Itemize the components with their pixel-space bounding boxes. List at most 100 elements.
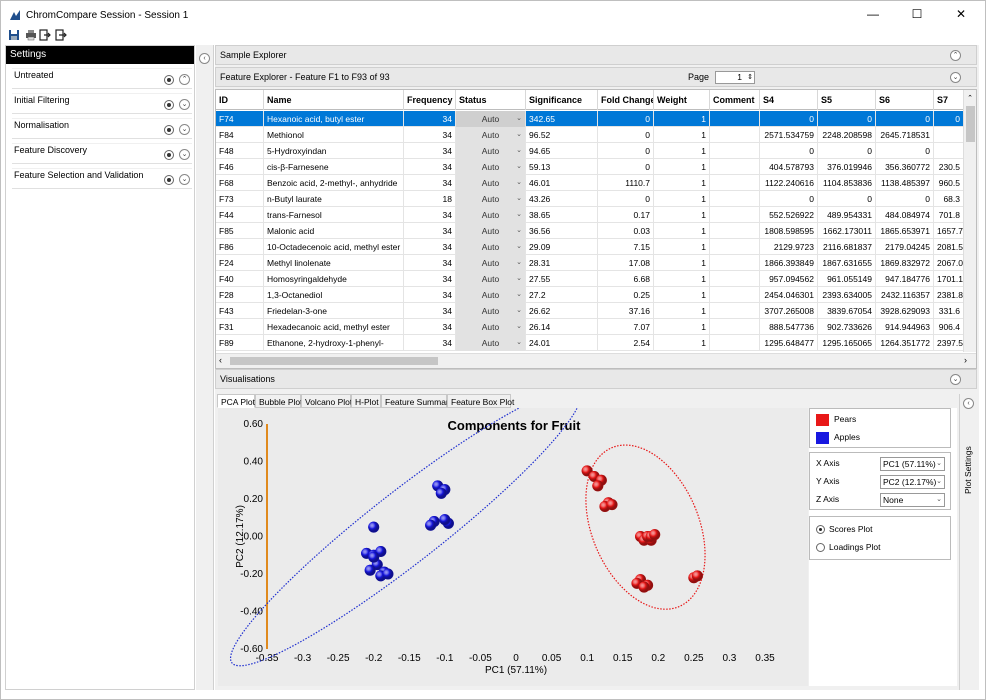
vertical-scrollbar[interactable]: ⌃ <box>963 90 976 352</box>
col-frequency-header[interactable]: Frequency <box>404 90 456 110</box>
setting-radio[interactable] <box>164 100 174 110</box>
status-select[interactable]: Auto ⌄ <box>456 271 526 287</box>
table-row[interactable]: F48 5-Hydroxyindan 34 Auto ⌄ 94.65 0 1 0 0 0 <box>216 143 976 159</box>
chevron-down-icon[interactable]: ⌄ <box>179 149 190 160</box>
save-icon[interactable] <box>8 29 20 41</box>
table-row[interactable]: F84 Methionol 34 Auto ⌄ 96.52 0 1 2571.534759 224… <box>216 127 976 143</box>
status-select[interactable]: Auto ⌄ <box>456 127 526 143</box>
spin-icon[interactable]: ⇕ <box>747 74 753 81</box>
setting-initial-filtering[interactable]: Initial Filtering ⌄ <box>12 93 192 114</box>
scroll-up-icon[interactable]: ⌃ <box>967 95 973 102</box>
tab-volcano-plot[interactable]: Volcano Plot <box>301 394 352 408</box>
table-row[interactable]: F89 Ethanone, 2-hydroxy-1-phenyl- 34 Auto ⌄ 2… <box>216 335 976 351</box>
status-select[interactable]: Auto ⌄ <box>456 159 526 175</box>
x-axis-select[interactable]: PC1 (57.11%) ⌄ <box>880 457 945 471</box>
tab-feature-summary[interactable]: Feature Summary <box>381 394 453 408</box>
chevron-down-icon[interactable]: ⌄ <box>179 124 190 135</box>
col-id-cell: F74 <box>216 111 264 127</box>
col-significance-value: 27.55 <box>529 274 551 284</box>
col-significance-cell: 26.62 <box>526 303 598 319</box>
setting-radio[interactable] <box>164 125 174 135</box>
chevron-down-icon[interactable]: ⌄ <box>950 72 961 83</box>
scroll-thumb[interactable] <box>230 357 438 365</box>
status-select[interactable]: Auto ⌄ <box>456 143 526 159</box>
tab-h-plot[interactable]: H-Plot <box>351 394 381 408</box>
status-select[interactable]: Auto ⌄ <box>456 207 526 223</box>
status-select[interactable]: Auto ⌄ <box>456 111 526 127</box>
col-comment-header[interactable]: Comment <box>710 90 760 110</box>
table-row[interactable]: F85 Malonic acid 34 Auto ⌄ 36.56 0.03 1 1808.598… <box>216 223 976 239</box>
scroll-left-icon[interactable]: ‹ <box>219 355 222 365</box>
col-weight-value: 1 <box>701 210 706 220</box>
print-icon[interactable] <box>25 29 37 41</box>
maximize-button[interactable]: ☐ <box>911 7 923 21</box>
setting-radio[interactable] <box>164 75 174 85</box>
table-row[interactable]: F46 cis-β-Farnesene 34 Auto ⌄ 59.13 0 1 404.5787… <box>216 159 976 175</box>
setting-normalisation[interactable]: Normalisation ⌄ <box>12 118 192 139</box>
status-select[interactable]: Auto ⌄ <box>456 255 526 271</box>
chevron-left-icon[interactable]: ‹ <box>963 398 974 409</box>
chevron-up-icon[interactable]: ⌃ <box>179 74 190 85</box>
loadings-plot-radio[interactable] <box>816 543 825 552</box>
chevron-down-icon[interactable]: ⌄ <box>179 174 190 185</box>
exit-icon[interactable] <box>55 29 67 41</box>
chevron-down-icon[interactable]: ⌄ <box>179 99 190 110</box>
col-s4-value: 552.526922 <box>769 210 814 220</box>
sample-explorer-bar[interactable]: Sample Explorer ⌃ <box>215 45 977 65</box>
setting-feature-selection[interactable]: Feature Selection and Validation ⌄ <box>12 168 192 189</box>
table-row[interactable]: F44 trans-Farnesol 34 Auto ⌄ 38.65 0.17 1 552.52… <box>216 207 976 223</box>
plot-settings-strip[interactable]: ‹ Plot Settings <box>959 394 977 690</box>
col-s6-header[interactable]: S6 <box>876 90 934 110</box>
page-input[interactable]: 1 ⇕ <box>715 71 755 84</box>
status-select[interactable]: Auto ⌄ <box>456 335 526 351</box>
table-row[interactable]: F31 Hexadecanoic acid, methyl ester 34 Auto… <box>216 319 976 335</box>
col-fold-change-header[interactable]: Fold Change <box>598 90 654 110</box>
status-select[interactable]: Auto ⌄ <box>456 319 526 335</box>
horizontal-scrollbar[interactable]: ‹ › <box>216 353 976 368</box>
minimize-button[interactable]: — <box>867 7 879 21</box>
table-row[interactable]: F86 10-Octadecenoic acid, methyl ester 34 A… <box>216 239 976 255</box>
table-row[interactable]: F68 Benzoic acid, 2-methyl-, anhydride 34 A… <box>216 175 976 191</box>
status-select[interactable]: Auto ⌄ <box>456 287 526 303</box>
col-s4-header[interactable]: S4 <box>760 90 818 110</box>
col-s5-header[interactable]: S5 <box>818 90 876 110</box>
scroll-right-icon[interactable]: › <box>964 355 967 365</box>
setting-radio[interactable] <box>164 150 174 160</box>
scroll-thumb[interactable] <box>966 106 975 142</box>
table-row[interactable]: F40 Homosyringaldehyde 34 Auto ⌄ 27.55 6.68 1 95… <box>216 271 976 287</box>
table-row[interactable]: F73 n-Butyl laurate 18 Auto ⌄ 43.26 0 1 0 0 0 68.3 <box>216 191 976 207</box>
feature-explorer-bar[interactable]: Feature Explorer - Feature F1 to F93 of … <box>215 67 977 87</box>
status-select[interactable]: Auto ⌄ <box>456 303 526 319</box>
table-row[interactable]: F74 Hexanoic acid, butyl ester 34 Auto ⌄ 342.… <box>216 111 976 127</box>
col-s7-header[interactable]: S7 <box>934 90 964 110</box>
col-s6-cell: 1138.485397 <box>876 175 934 191</box>
confidence-ellipse-pears <box>585 444 706 610</box>
tab-pca-plot[interactable]: PCA Plot <box>217 394 255 408</box>
visualisations-bar[interactable]: Visualisations ⌄ <box>215 369 977 389</box>
close-button[interactable]: ✕ <box>955 7 967 21</box>
status-select[interactable]: Auto ⌄ <box>456 191 526 207</box>
chevron-up-icon[interactable]: ⌃ <box>950 50 961 61</box>
col-weight-header[interactable]: Weight <box>654 90 710 110</box>
col-status-header[interactable]: Status <box>456 90 526 110</box>
z-axis-select[interactable]: None ⌄ <box>880 493 945 507</box>
table-row[interactable]: F43 Friedelan-3-one 34 Auto ⌄ 26.62 37.16 1 3707… <box>216 303 976 319</box>
chevron-left-icon[interactable]: ‹ <box>199 53 210 64</box>
setting-radio[interactable] <box>164 175 174 185</box>
status-select[interactable]: Auto ⌄ <box>456 223 526 239</box>
export-icon[interactable] <box>39 29 51 41</box>
col-significance-header[interactable]: Significance <box>526 90 598 110</box>
col-name-header[interactable]: Name <box>264 90 404 110</box>
setting-feature-discovery[interactable]: Feature Discovery ⌄ <box>12 143 192 164</box>
tab-feature-box-plot[interactable]: Feature Box Plot <box>447 394 514 408</box>
y-axis-select[interactable]: PC2 (12.17%) ⌄ <box>880 475 945 489</box>
setting-untreated[interactable]: Untreated ⌃ <box>12 68 192 89</box>
status-select[interactable]: Auto ⌄ <box>456 239 526 255</box>
scores-plot-radio[interactable] <box>816 525 825 534</box>
table-row[interactable]: F28 1,3-Octanediol 34 Auto ⌄ 27.2 0.25 1 2454.04… <box>216 287 976 303</box>
tab-bubble-plot[interactable]: Bubble Plot <box>255 394 302 408</box>
col-id-header[interactable]: ID <box>216 90 264 110</box>
status-select[interactable]: Auto ⌄ <box>456 175 526 191</box>
table-row[interactable]: F24 Methyl linolenate 34 Auto ⌄ 28.31 17.08 1 18… <box>216 255 976 271</box>
chevron-down-icon[interactable]: ⌄ <box>950 374 961 385</box>
